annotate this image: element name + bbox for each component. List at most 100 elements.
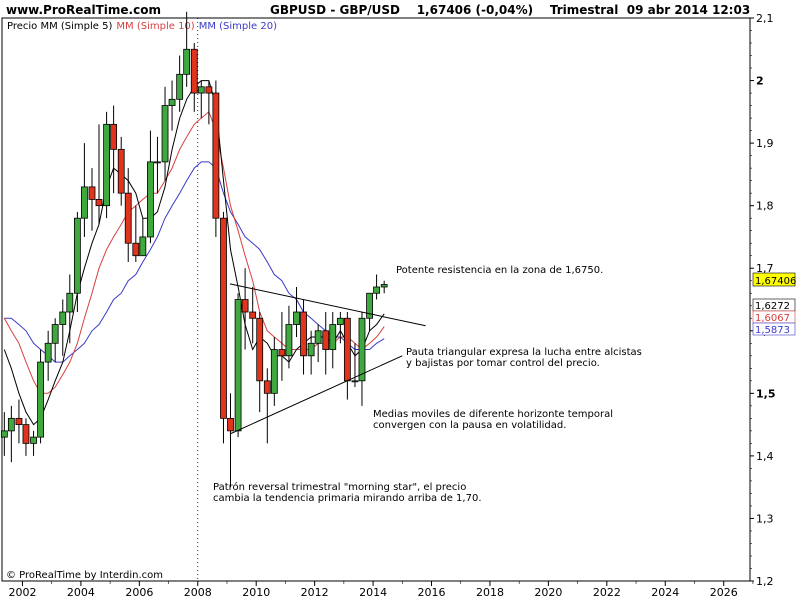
annotation-ma-line2: convergen con la pausa en volatilidad.: [373, 420, 566, 431]
moving-averages: [3, 80, 385, 426]
candle-up: [197, 86, 205, 94]
legend-price-ma5: Precio MM (Simple 5): [7, 21, 113, 32]
ma5-line: [3, 80, 385, 426]
candle-down: [263, 380, 271, 394]
candle-down: [132, 242, 140, 257]
candle-up: [161, 105, 169, 163]
candle-up: [66, 292, 74, 313]
indicator-legend: Precio MM (Simple 5) MM (Simple 10) MM (Si…: [7, 21, 277, 32]
candle-down: [88, 186, 96, 200]
candle-up: [168, 98, 176, 106]
annotation-triangle-line2: y bajistas por tomar control del precio.: [406, 358, 600, 369]
ma5-tag: 1,6272: [755, 301, 790, 312]
x-tick-label: 2006: [125, 586, 153, 599]
candle-down: [212, 92, 220, 219]
annotations: Potente resistencia en la zona de 1,6750…: [213, 265, 642, 504]
candle-up: [285, 324, 293, 357]
annotation-morningstar-line1: Patrón reversal trimestral "morning star…: [213, 481, 466, 493]
ma10-line: [3, 110, 385, 394]
candle-down: [278, 349, 286, 357]
candle-up: [234, 299, 242, 432]
candle-down: [343, 317, 351, 382]
y-axis: 2,121,91,81,71,61,51,41,31,2: [750, 12, 776, 588]
candle-up: [44, 342, 52, 363]
y-tick-label: 1,4: [756, 450, 774, 463]
ma20-line: [4, 161, 385, 363]
plot-area-border: [1, 17, 751, 582]
candle-up: [139, 236, 147, 257]
resistance-trendline: [229, 283, 426, 327]
ma20-tag-bg: [752, 322, 796, 336]
x-tick-label: 2016: [418, 586, 446, 599]
candle-up: [80, 186, 88, 219]
candle-down: [190, 48, 198, 94]
y-tick-label: 2,1: [756, 12, 774, 25]
candle-up: [51, 324, 59, 344]
candle-down: [205, 86, 213, 94]
candle-up: [307, 342, 315, 357]
candle-up: [336, 317, 344, 325]
support-trendline: [229, 355, 403, 435]
x-axis: 2002 2004 2006 2008 2010 2012 2014 2016 2018 2020…: [8, 581, 754, 599]
candle-down: [300, 311, 307, 357]
candle-up: [329, 324, 337, 350]
footer-copyright: © ProRealTime by Interdin.com: [6, 570, 163, 581]
candle-down: [241, 299, 249, 313]
candle-up: [176, 73, 184, 100]
candle-down: [322, 330, 330, 350]
x-tick-label: 2004: [67, 586, 95, 599]
candle-up: [103, 123, 111, 207]
candle-up: [183, 48, 191, 75]
x-tick-label: 2022: [593, 586, 621, 599]
last-price-tag: 1,67406: [755, 276, 796, 287]
annotation-resistance: Potente resistencia en la zona de 1,6750…: [396, 265, 603, 276]
x-tick-label: 2018: [476, 586, 504, 599]
y-tick-label: 1,7: [756, 262, 774, 275]
last-price-tag-bg: [752, 272, 796, 287]
candle-up: [37, 361, 44, 438]
trendlines: [229, 283, 426, 435]
legend-ma10: MM (Simple 10): [116, 21, 195, 32]
annotation-morningstar-line2: cambia la tendencia primaria mirando arr…: [213, 493, 482, 504]
y-tick-label: 1,9: [756, 137, 774, 150]
y-tick-label: 2: [756, 75, 764, 88]
chart-header: www.ProRealTime.com GBPUSD - GBP/USD 1,6…: [0, 0, 800, 18]
x-tick-label: 2002: [8, 586, 36, 599]
candle-down: [110, 123, 118, 150]
site-url[interactable]: www.ProRealTime.com: [6, 3, 161, 17]
candle-up: [270, 349, 278, 394]
ma20-tag: 1,5873: [755, 325, 790, 336]
candle-up: [293, 311, 300, 325]
candle-down: [22, 424, 30, 444]
candle-down: [15, 417, 23, 426]
candle-down: [227, 417, 234, 432]
candles: [0, 11, 388, 488]
y-tick-label: 1,3: [756, 512, 774, 525]
x-tick-label: 2020: [534, 586, 562, 599]
x-tick-label: 2008: [184, 586, 212, 599]
candle-up: [59, 311, 67, 325]
value-tags: 1,67406 1,6272 1,6067 1,5873: [752, 272, 796, 336]
candle-up: [358, 317, 366, 382]
chart-title: GBPUSD - GBP/USD 1,67406 (-0,04%) Trimes…: [270, 3, 751, 17]
x-tick-label: 2014: [359, 586, 387, 599]
candle-up: [154, 161, 161, 164]
y-tick-label: 1,5: [756, 387, 776, 400]
candle-down: [117, 148, 125, 194]
candle-up: [30, 436, 37, 444]
candle-down: [124, 192, 132, 244]
candle-up: [147, 161, 154, 238]
candle-up: [373, 286, 380, 294]
x-tick-label: 2010: [242, 586, 270, 599]
candle-down: [249, 311, 257, 319]
candle-down: [256, 317, 264, 382]
annotation-triangle-line1: Pauta triangular expresa la lucha entre …: [406, 347, 642, 358]
x-tick-label: 2012: [301, 586, 329, 599]
x-tick-label: 2024: [651, 586, 679, 599]
candle-up: [73, 217, 81, 294]
annotation-ma-line1: Medias moviles de diferente horizonte te…: [373, 409, 613, 420]
candle-up: [366, 292, 373, 319]
candle-up: [314, 330, 322, 344]
ma10-tag: 1,6067: [755, 313, 790, 324]
